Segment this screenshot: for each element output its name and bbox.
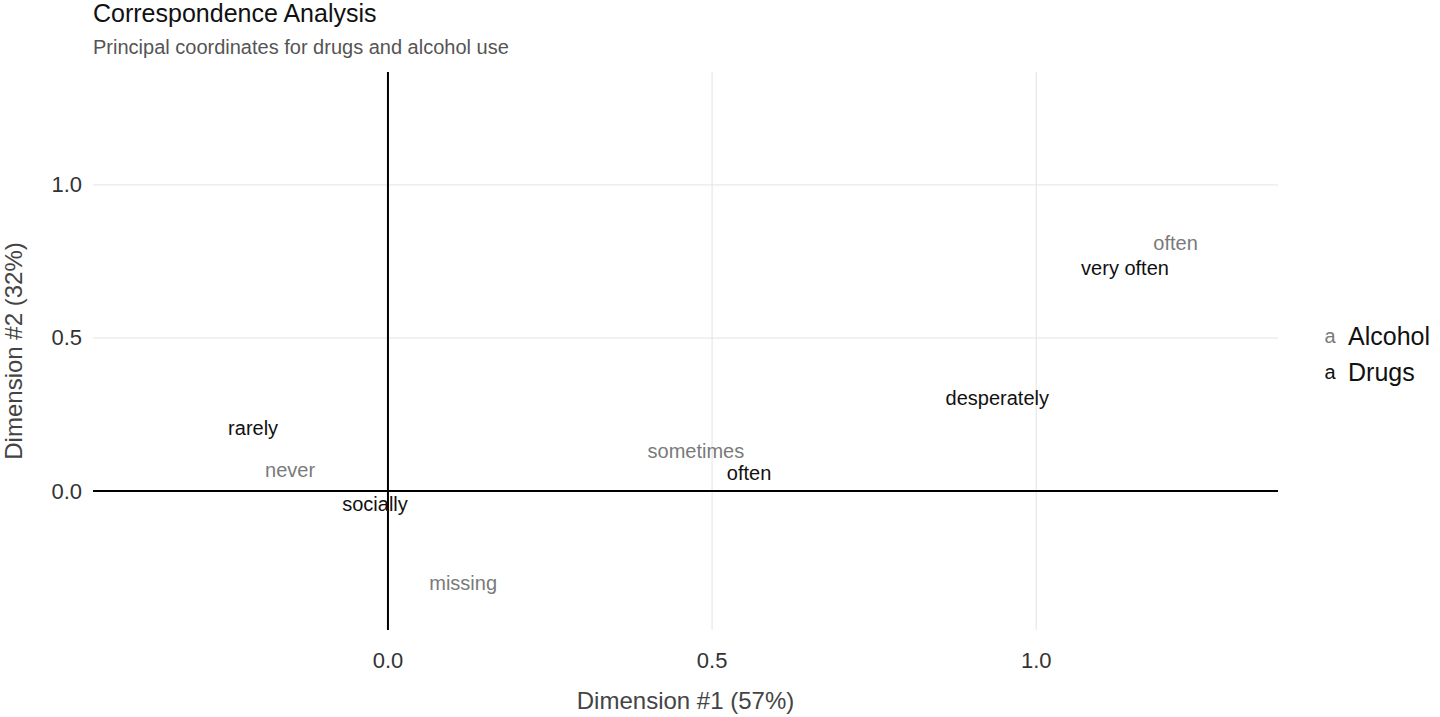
point-label: missing [429, 572, 497, 594]
point-label: socially [342, 493, 408, 515]
point-label: desperately [946, 387, 1049, 409]
y-tick-label: 0.5 [51, 325, 82, 350]
legend-label: Drugs [1348, 358, 1415, 386]
title: Correspondence Analysis [93, 0, 377, 27]
marks: often never sometimes missing very often desp… [228, 232, 1198, 594]
legend-label: Alcohol [1348, 322, 1430, 350]
grid-line-x [712, 72, 713, 630]
axis-line-x [93, 490, 1278, 492]
x-tick-label: 0.5 [697, 648, 728, 673]
subtitle: Principal coordinates for drugs and alco… [93, 36, 509, 58]
grid-line-y [93, 337, 1278, 338]
x-tick-label: 0.0 [373, 648, 404, 673]
grid-line-x [387, 72, 388, 630]
point-label: very often [1081, 257, 1169, 279]
point-label: never [265, 459, 315, 481]
point-label: rarely [228, 417, 278, 439]
y-tick-label: 1.0 [51, 172, 82, 197]
point-label: often [727, 462, 771, 484]
chart: Correspondence Analysis Principal coordin… [0, 0, 1440, 717]
y-axis-title: Dimension #2 (32%) [0, 242, 27, 459]
point-label: sometimes [648, 440, 745, 462]
x-tick-label: 1.0 [1021, 648, 1052, 673]
grid-line-x [1036, 72, 1037, 630]
axis-line-y [387, 72, 389, 630]
grid-line-y [93, 184, 1278, 185]
legend-key: a [1324, 325, 1336, 347]
point-label: often [1153, 232, 1197, 254]
x-axis-title: Dimension #1 (57%) [577, 687, 794, 714]
legend-key: a [1324, 361, 1336, 383]
y-tick-label: 0.0 [51, 479, 82, 504]
grid-line-y [93, 491, 1278, 492]
